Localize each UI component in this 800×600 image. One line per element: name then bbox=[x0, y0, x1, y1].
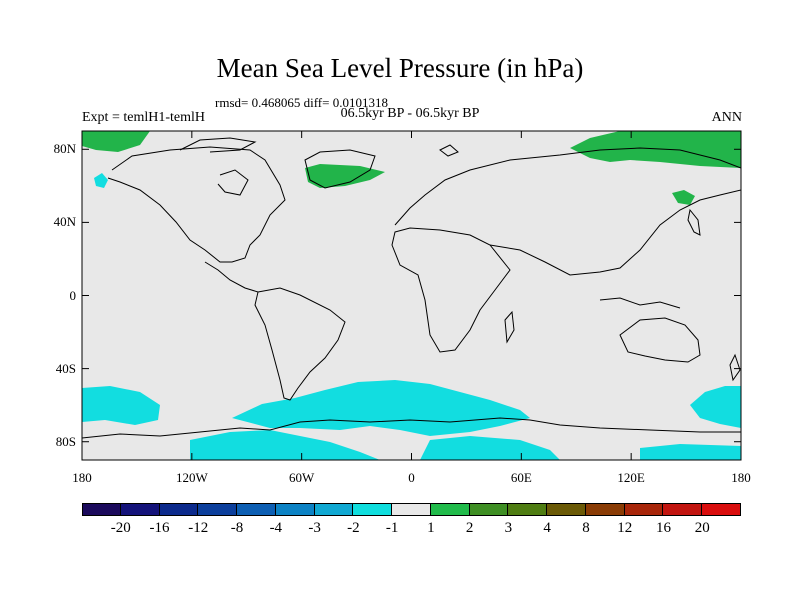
lon-label-0: 0 bbox=[408, 470, 415, 485]
anomaly-siberia-arctic bbox=[570, 131, 741, 168]
colorbar-label: -1 bbox=[385, 520, 399, 536]
colorbar-label: 8 bbox=[582, 520, 590, 536]
coastlines bbox=[82, 137, 741, 439]
lon-label-180e: 180 bbox=[731, 470, 751, 485]
coast-new-zealand bbox=[729, 353, 741, 382]
colorbar-label: 3 bbox=[504, 520, 513, 536]
anomaly-alaska-spot bbox=[94, 173, 108, 188]
coast-south-america bbox=[254, 287, 346, 401]
coast-greenland bbox=[304, 149, 376, 189]
lat-label-80n: 80N bbox=[53, 141, 76, 157]
colorbar-label: -2 bbox=[347, 520, 360, 536]
lat-label-40s: 40S bbox=[55, 360, 76, 376]
coast-asia-south bbox=[489, 189, 741, 276]
colorbar-label: 12 bbox=[617, 520, 633, 536]
lat-label-80s: 80S bbox=[55, 433, 76, 449]
page-title: Mean Sea Level Pressure (in hPa) bbox=[216, 53, 584, 83]
colorbar-label: 1 bbox=[427, 520, 435, 536]
colorbar bbox=[82, 503, 742, 516]
coast-svalbard bbox=[439, 144, 459, 157]
colorbar-swatch bbox=[392, 503, 431, 516]
anomaly-antarctic-coast bbox=[190, 430, 380, 460]
stats-label: rmsd= 0.468065 diff= 0.0101318 bbox=[215, 95, 388, 110]
lon-label-180w: 180 bbox=[72, 470, 92, 485]
coast-australia bbox=[619, 317, 701, 363]
season-label: ANN bbox=[711, 110, 742, 125]
colorbar-label: 2 bbox=[465, 520, 474, 536]
lon-label-120e: 120E bbox=[617, 470, 645, 485]
anomaly-south-pacific bbox=[82, 386, 160, 425]
colorbar-swatch bbox=[508, 503, 548, 516]
colorbar-label: -3 bbox=[308, 520, 321, 536]
colorbar-label: -8 bbox=[230, 520, 244, 536]
lon-label-60e: 60E bbox=[510, 470, 532, 485]
anomaly-antarctic-interior bbox=[420, 436, 560, 460]
coast-antarctica bbox=[82, 417, 741, 439]
colorbar-label: 20 bbox=[694, 520, 710, 536]
colorbar-swatch bbox=[159, 503, 199, 516]
colorbar-swatch bbox=[547, 503, 586, 516]
lat-label-0: 0 bbox=[69, 287, 77, 303]
colorbar-swatch bbox=[237, 503, 276, 516]
anomaly-okhotsk bbox=[672, 190, 695, 205]
lat-label-40n: 40N bbox=[53, 214, 76, 230]
colorbar-swatch bbox=[198, 503, 238, 516]
anomaly-antarctic-east bbox=[640, 444, 741, 460]
colorbar-swatch bbox=[314, 503, 354, 516]
lon-label-60w: 60W bbox=[289, 470, 315, 485]
anomaly-greenland bbox=[305, 164, 385, 188]
colorbar-swatch bbox=[663, 503, 703, 516]
colorbar-label: 4 bbox=[543, 520, 551, 536]
coast-madagascar bbox=[504, 310, 515, 344]
coast-central-america bbox=[204, 261, 259, 293]
colorbar-swatch bbox=[585, 503, 625, 516]
coast-hudson-bay bbox=[217, 169, 249, 196]
colorbar-swatch bbox=[430, 503, 470, 516]
anomaly-indian-southern bbox=[690, 386, 741, 428]
colorbar-label: -4 bbox=[269, 520, 283, 536]
coast-arctic-islands bbox=[179, 137, 257, 153]
coast-north-america bbox=[107, 146, 286, 263]
colorbar-label: 16 bbox=[655, 520, 671, 536]
positive-anomaly-areas bbox=[82, 131, 741, 205]
axis-ticks bbox=[81, 131, 742, 460]
period-label: 06.5kyr BP - 06.5kyr BP bbox=[340, 106, 480, 121]
colorbar-swatch bbox=[353, 503, 393, 516]
colorbar-swatch bbox=[275, 503, 315, 516]
colorbar-swatch bbox=[82, 503, 121, 516]
colorbar-swatch bbox=[624, 503, 664, 516]
colorbar-swatch bbox=[469, 503, 509, 516]
colorbar-label: -12 bbox=[188, 520, 209, 536]
coast-africa bbox=[391, 227, 511, 353]
coast-europe bbox=[394, 147, 741, 226]
colorbar-label: -16 bbox=[149, 520, 170, 536]
lon-label-120w: 120W bbox=[175, 470, 208, 485]
colorbar-swatch bbox=[120, 503, 160, 516]
colorbar-label: -20 bbox=[110, 520, 131, 536]
anomaly-alaska-arctic bbox=[82, 131, 150, 152]
coast-indonesia bbox=[599, 297, 681, 309]
experiment-label: Expt = temlH1-temlH bbox=[82, 110, 205, 125]
coast-japan bbox=[687, 208, 701, 236]
colorbar-swatch bbox=[702, 503, 742, 516]
